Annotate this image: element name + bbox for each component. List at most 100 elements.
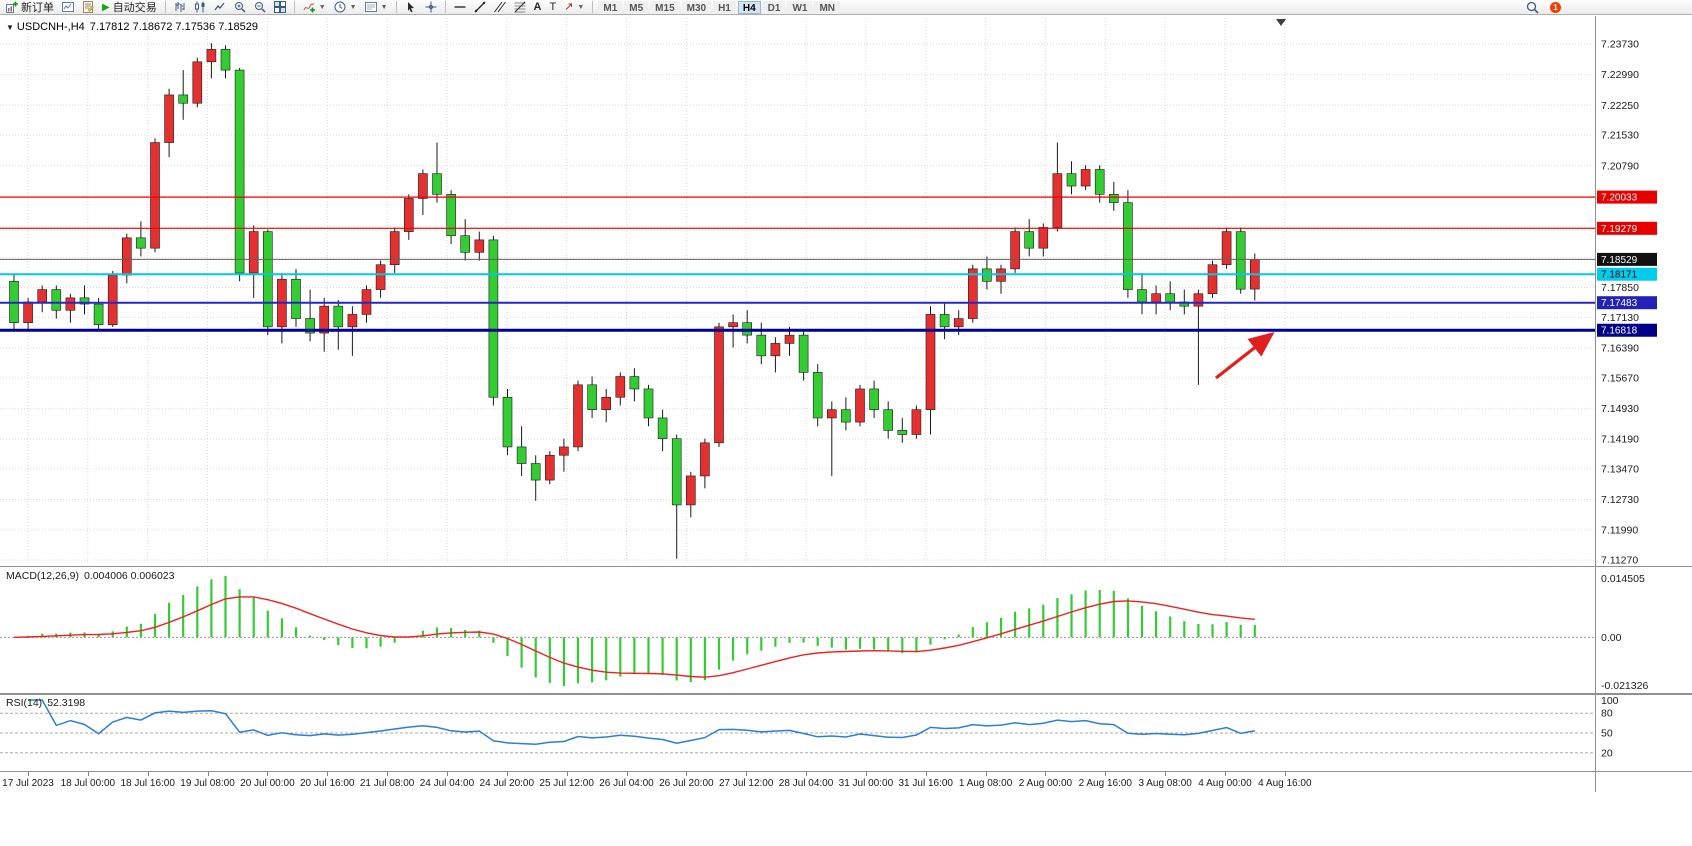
bear-candle bbox=[51, 289, 62, 311]
time-axis[interactable]: 17 Jul 2023 18 Jul 00:00 18 Jul 16:00 19 Ju… bbox=[0, 772, 1692, 794]
ohlc-values: 7.17812 7.18672 7.17536 7.18529 bbox=[89, 21, 258, 33]
bear-candle bbox=[1109, 194, 1119, 203]
price-badge bbox=[1597, 252, 1657, 266]
bull-candle bbox=[164, 94, 174, 143]
timeframe-w1-button[interactable]: W1 bbox=[787, 0, 813, 14]
time-tick bbox=[506, 772, 508, 776]
bull-candle bbox=[770, 343, 781, 357]
horizontal-line-button[interactable] bbox=[451, 0, 469, 14]
time-tick bbox=[387, 772, 389, 776]
price-badge-label: 7.19279 bbox=[1601, 224, 1638, 235]
time-label: 27 Jul 12:00 bbox=[718, 778, 774, 789]
time-label: 21 Jul 08:00 bbox=[359, 778, 415, 789]
bear-candle bbox=[93, 303, 104, 326]
line-chart-icon bbox=[214, 2, 225, 11]
time-tick bbox=[806, 772, 808, 776]
metaeditor-button[interactable] bbox=[79, 0, 97, 14]
macd-title: MACD(12,26,9) bbox=[6, 570, 79, 582]
dropdown-arrow-icon: ▼ bbox=[318, 3, 326, 11]
zoom-in-button[interactable] bbox=[231, 0, 249, 14]
tile-windows-button[interactable] bbox=[271, 0, 289, 14]
bear-candle bbox=[812, 372, 823, 419]
annotation-arrow[interactable] bbox=[1215, 332, 1275, 380]
bull-candle bbox=[107, 274, 118, 326]
time-label: 25 Jul 12:00 bbox=[539, 778, 594, 789]
timeframe-h1-button[interactable]: H1 bbox=[713, 0, 736, 14]
bull-candle bbox=[389, 231, 400, 266]
auto-trading-button[interactable]: ▶ 自动交易 bbox=[99, 0, 160, 15]
search-button[interactable] bbox=[1523, 0, 1542, 14]
search-icon bbox=[1526, 1, 1539, 14]
crosshair-button[interactable] bbox=[422, 0, 440, 14]
zoom-out-button[interactable] bbox=[251, 0, 269, 14]
price-badge-label: 7.17483 bbox=[1601, 298, 1638, 309]
bull-candle bbox=[1151, 293, 1161, 303]
time-tick bbox=[446, 772, 448, 776]
bear-candle bbox=[79, 297, 90, 305]
price-axis-label: 7.15670 bbox=[1601, 372, 1639, 384]
bull-candle bbox=[192, 61, 203, 104]
cursor-button[interactable] bbox=[402, 0, 420, 14]
time-tick bbox=[686, 772, 688, 776]
bear-candle bbox=[333, 305, 344, 328]
timeframe-mn-button[interactable]: MN bbox=[814, 0, 841, 14]
toolbar: 新订单 ▶ 自动交易 bbox=[0, 0, 1692, 15]
fibonacci-button[interactable] bbox=[511, 0, 529, 14]
timeframe-m15-button[interactable]: M15 bbox=[650, 0, 680, 14]
bear-candle bbox=[1137, 289, 1147, 303]
timeframe-m30-button[interactable]: M30 bbox=[681, 0, 712, 14]
bull-candle bbox=[375, 264, 386, 290]
main-chart-canvas[interactable]: 7.23730 7.22990 7.22250 7.21530 7.20790 7.178… bbox=[0, 16, 1692, 568]
bull-candle bbox=[685, 475, 696, 506]
trendline-button[interactable] bbox=[471, 0, 489, 14]
bear-candle bbox=[841, 409, 851, 423]
bull-candle bbox=[784, 334, 795, 344]
bull-candle bbox=[855, 388, 865, 423]
time-label: 20 Jul 16:00 bbox=[300, 778, 355, 789]
periods-button[interactable]: ▼ bbox=[331, 0, 360, 14]
bull-candle bbox=[206, 49, 217, 63]
bull-candle bbox=[615, 376, 626, 398]
time-tick bbox=[985, 772, 987, 776]
price-badge-label: 7.20033 bbox=[1601, 193, 1638, 204]
text-label-button[interactable]: T bbox=[546, 0, 559, 14]
time-label: 4 Aug 00:00 bbox=[1198, 778, 1252, 789]
new-order-button[interactable]: 新订单 bbox=[3, 0, 57, 14]
bear-candle bbox=[671, 438, 682, 506]
price-axis-label: 7.11990 bbox=[1601, 525, 1638, 537]
bull-candle bbox=[714, 326, 724, 444]
bar-chart-button[interactable] bbox=[171, 0, 189, 14]
collapse-symbol-arrow-icon[interactable]: ▼ bbox=[6, 23, 14, 32]
text-a-icon: A bbox=[533, 0, 542, 13]
indicators-button[interactable]: ▼ bbox=[300, 0, 329, 14]
bear-candle bbox=[798, 334, 809, 373]
timeframe-m5-button[interactable]: M5 bbox=[624, 0, 649, 14]
charts-button[interactable] bbox=[59, 0, 77, 14]
equidistant-channel-button[interactable] bbox=[491, 0, 509, 14]
macd-panel-canvas[interactable]: 0.014505 0.00 -0.021326 bbox=[0, 568, 1692, 694]
bull-candle bbox=[544, 454, 555, 481]
templates-button[interactable]: ▼ bbox=[362, 0, 391, 14]
time-tick bbox=[267, 772, 269, 776]
bull-candle bbox=[347, 314, 358, 328]
macd-axis-label: 0.014505 bbox=[1601, 573, 1645, 585]
bar-chart-icon bbox=[175, 2, 185, 12]
timeframe-d1-button[interactable]: D1 bbox=[762, 0, 786, 14]
price-axis-label: 7.14190 bbox=[1601, 434, 1639, 446]
candlestick-chart-button[interactable] bbox=[191, 0, 209, 14]
line-chart-button[interactable] bbox=[211, 0, 229, 14]
arrows-button[interactable]: ↗ ▼ bbox=[561, 0, 587, 14]
price-axis-label: 7.14930 bbox=[1601, 403, 1639, 415]
bull-candle bbox=[953, 318, 964, 328]
timeframe-h4-button[interactable]: H4 bbox=[737, 0, 761, 14]
time-tick bbox=[1165, 772, 1167, 776]
text-button[interactable]: A bbox=[531, 0, 545, 14]
bull-candle bbox=[728, 322, 738, 328]
timeframe-m1-button[interactable]: M1 bbox=[598, 0, 623, 14]
notification-badge[interactable]: 1 bbox=[1550, 1, 1561, 13]
bull-candle bbox=[37, 289, 48, 303]
bear-candle bbox=[1066, 173, 1077, 187]
chart-shift-marker[interactable] bbox=[1276, 19, 1286, 26]
bull-candle bbox=[601, 396, 612, 410]
